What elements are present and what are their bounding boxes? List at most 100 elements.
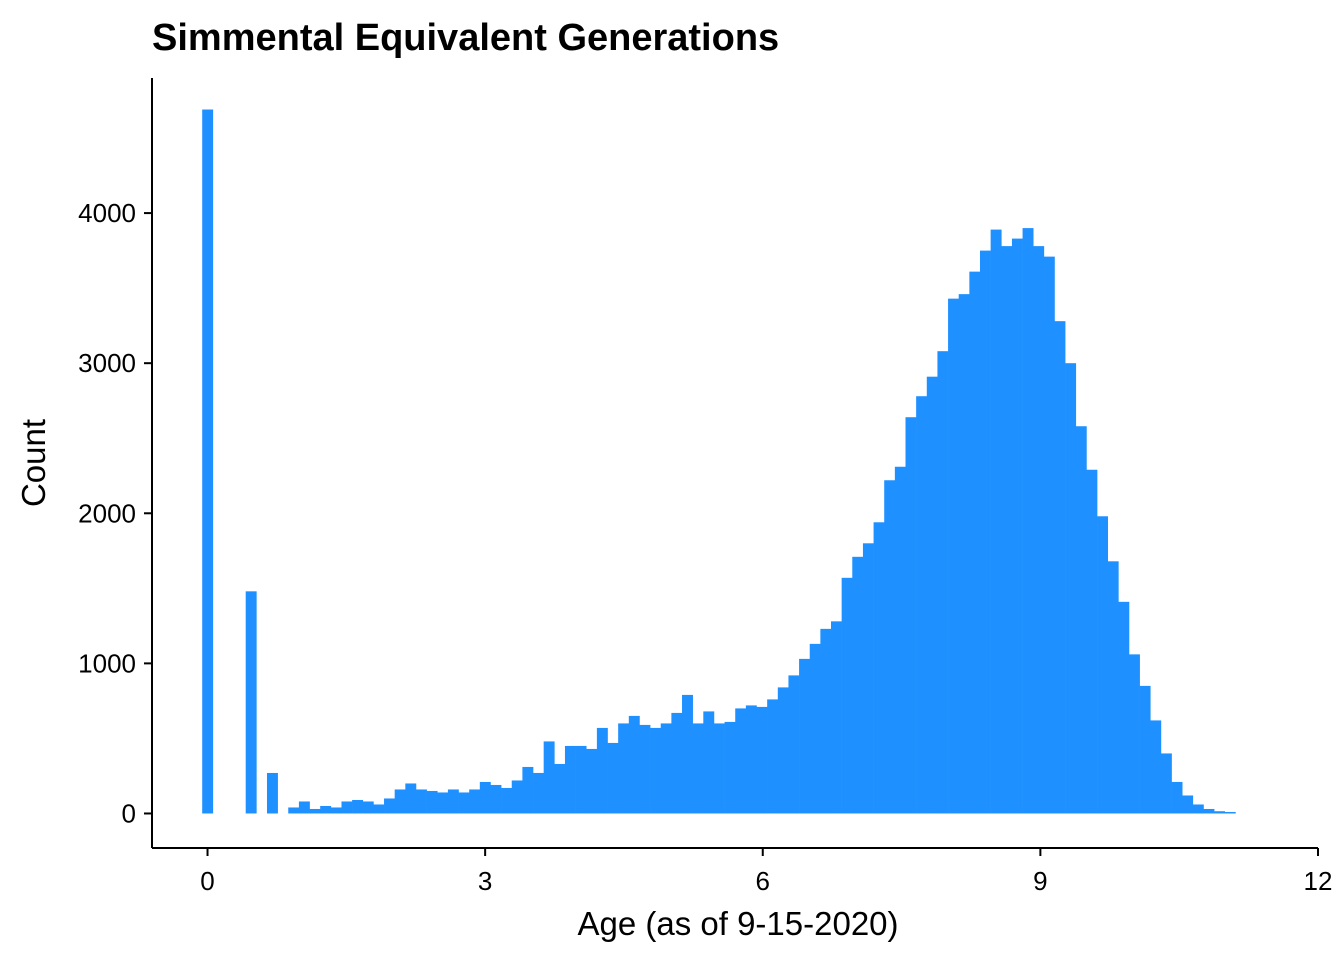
histogram-bar — [1214, 811, 1226, 814]
histogram-bar — [628, 715, 640, 814]
histogram-bar — [799, 658, 811, 814]
histogram-bar — [490, 784, 502, 814]
histogram-bar — [809, 643, 821, 814]
histogram-bar — [948, 298, 960, 814]
histogram-bar — [373, 804, 385, 814]
histogram-bar — [415, 789, 427, 814]
histogram-bar — [1054, 321, 1066, 814]
histogram-bar — [437, 792, 449, 814]
histogram-bar — [309, 808, 321, 814]
histogram-bar — [735, 708, 747, 814]
histogram-bar — [777, 687, 789, 814]
histogram-bar — [745, 705, 757, 814]
bars-group — [202, 109, 1236, 814]
histogram-bar — [980, 250, 991, 814]
histogram-bar — [266, 772, 278, 814]
x-tick-label: 12 — [1304, 866, 1333, 896]
histogram-bar — [1033, 246, 1045, 814]
histogram-bar — [1097, 516, 1108, 814]
histogram-bar — [713, 723, 725, 814]
histogram-bar — [511, 780, 523, 814]
histogram-bar — [926, 376, 938, 814]
histogram-bar — [1160, 753, 1172, 814]
y-tick-label: 1000 — [78, 648, 136, 678]
x-tick-label: 3 — [478, 866, 492, 896]
histogram-bar — [1150, 720, 1162, 814]
x-tick-label: 6 — [756, 866, 770, 896]
histogram-bar — [1182, 795, 1194, 814]
histogram-bar — [447, 789, 459, 814]
histogram-bar — [692, 723, 704, 814]
histogram-bar — [905, 417, 917, 814]
histogram-bar — [820, 628, 832, 814]
histogram-bar — [607, 742, 619, 814]
chart-title: Simmental Equivalent Generations — [152, 17, 779, 59]
histogram-bar — [788, 675, 800, 814]
histogram-bar — [479, 781, 491, 814]
histogram-bar — [618, 723, 630, 814]
histogram-bar — [1171, 781, 1183, 814]
histogram-bar — [767, 699, 779, 814]
histogram-bar — [202, 109, 214, 814]
y-axis-ticks: 0 1000 2000 3000 4000 — [78, 198, 152, 828]
histogram-bar — [894, 466, 906, 814]
histogram-bar — [873, 522, 885, 814]
histogram-bar — [958, 294, 970, 814]
histogram-bar — [575, 745, 587, 814]
x-tick-label: 9 — [1033, 866, 1047, 896]
histogram-bar — [298, 801, 310, 814]
histogram-bar — [426, 790, 438, 814]
histogram-bar — [501, 787, 513, 814]
histogram-bar — [341, 801, 353, 814]
histogram-bar — [841, 577, 853, 814]
histogram-bar — [1086, 469, 1098, 814]
histogram-bar — [330, 807, 342, 814]
histogram-bar — [639, 724, 651, 814]
histogram-bar — [586, 748, 598, 814]
histogram-bar — [1011, 238, 1023, 814]
x-axis-ticks: 0 3 6 9 12 — [200, 848, 1332, 896]
histogram-bar — [1043, 256, 1055, 814]
histogram-bar — [1203, 808, 1215, 814]
y-tick-label: 3000 — [78, 348, 136, 378]
y-tick-label: 4000 — [78, 198, 136, 228]
histogram-bar — [682, 694, 693, 814]
histogram-bar — [394, 789, 406, 814]
histogram-bar — [1118, 601, 1130, 814]
histogram-bar — [650, 727, 662, 814]
histogram-bar — [533, 772, 544, 814]
histogram-bar — [756, 706, 768, 814]
histogram-bar — [1224, 811, 1236, 814]
histogram-bar — [245, 591, 257, 814]
y-axis-label: Count — [15, 419, 52, 507]
histogram-bar — [543, 741, 555, 814]
histogram-bar — [564, 745, 576, 814]
histogram-bar — [1128, 654, 1140, 814]
histogram-bar — [469, 789, 481, 814]
histogram-bar — [352, 799, 364, 814]
histogram-bar — [990, 229, 1002, 814]
x-tick-label: 0 — [200, 866, 214, 896]
histogram-bar — [554, 763, 566, 814]
histogram-bar — [362, 801, 374, 814]
histogram-bar — [660, 723, 672, 814]
histogram-bar — [288, 807, 300, 814]
y-tick-label: 2000 — [78, 498, 136, 528]
histogram-bar — [969, 271, 981, 814]
y-tick-label: 0 — [122, 798, 136, 828]
histogram-bar — [1192, 804, 1204, 814]
histogram-bar — [596, 727, 608, 814]
histogram-bar — [320, 805, 332, 814]
histogram-bar — [724, 721, 736, 814]
histogram-bar — [831, 621, 842, 814]
histogram-bar — [671, 712, 683, 814]
histogram-bar — [1075, 426, 1087, 814]
histogram-bar — [884, 480, 896, 814]
histogram-bar — [1022, 228, 1034, 814]
histogram-bar — [1139, 685, 1151, 814]
histogram-bar — [1001, 246, 1013, 814]
histogram-bar — [937, 351, 949, 814]
histogram-bar — [384, 798, 395, 814]
histogram-bar — [522, 766, 534, 814]
